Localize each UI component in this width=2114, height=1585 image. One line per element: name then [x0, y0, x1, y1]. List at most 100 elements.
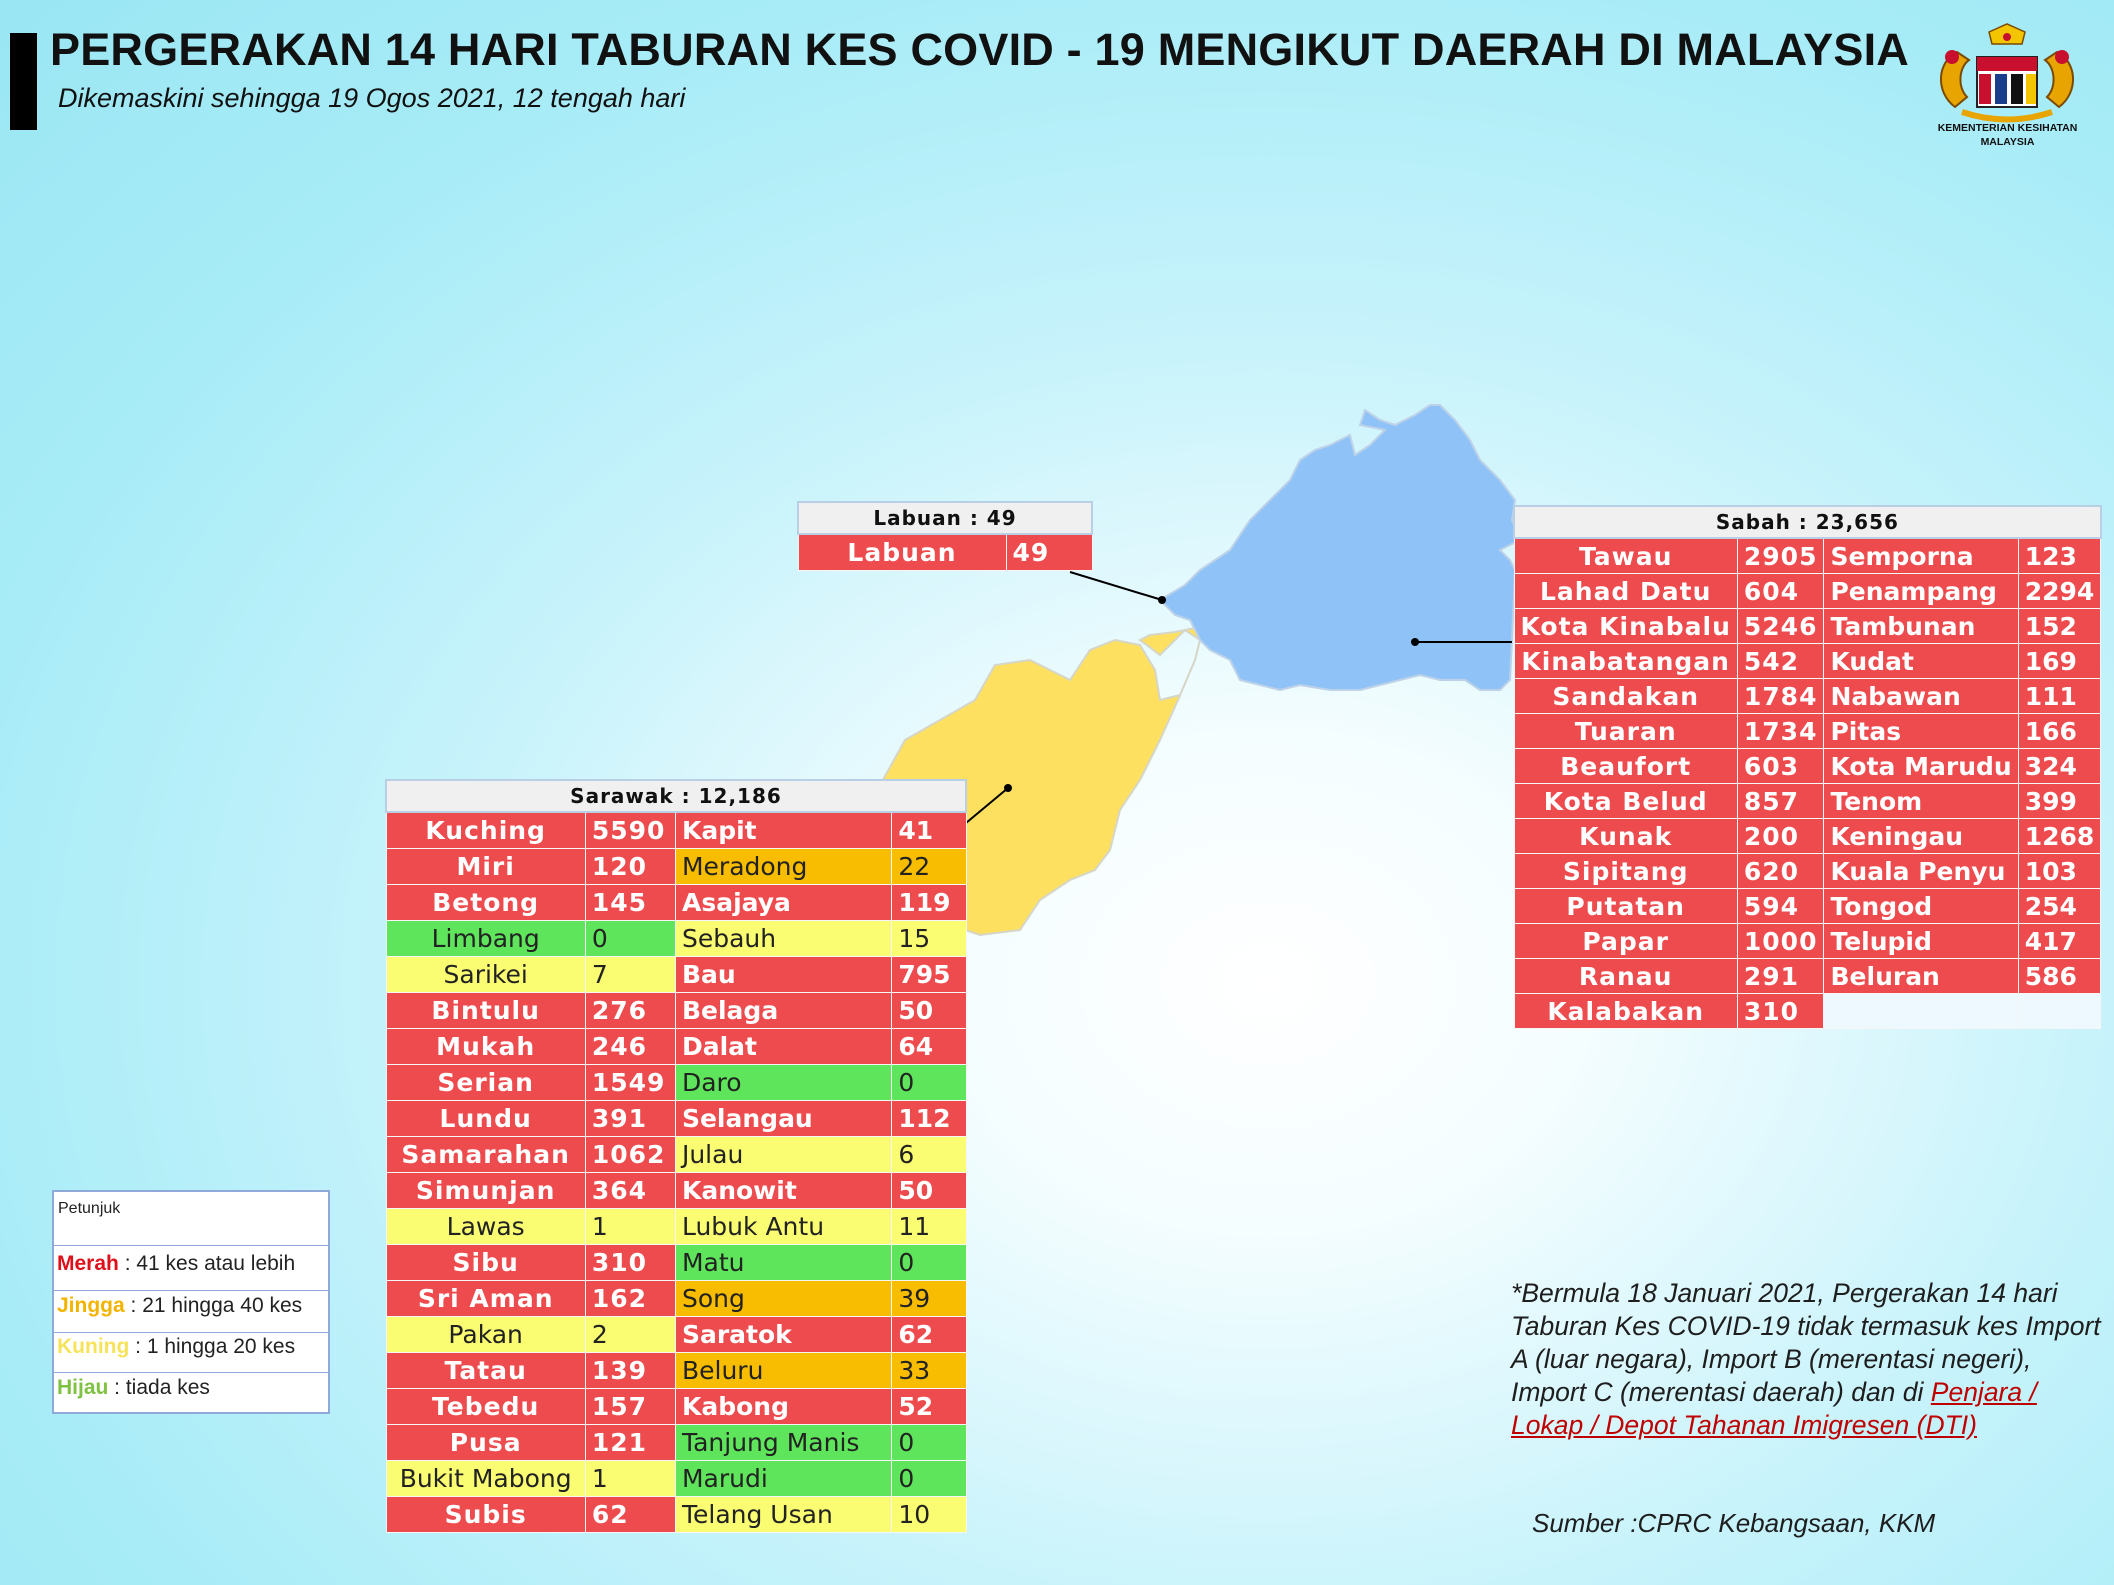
legend-item-orange: Jingga : 21 hingga 40 kes: [57, 1294, 302, 1318]
table-row: Serian 1549 Daro 0: [385, 1064, 967, 1101]
title-accent-bar: [10, 33, 37, 130]
sabah-table: Sabah : 23,656 Tawau 2905 Semporna 123 Lahad …: [1513, 505, 2102, 1029]
district-name: Bintulu: [385, 992, 586, 1029]
district-name: Lahad Datu: [1513, 573, 1738, 609]
legend-divider: [54, 1290, 328, 1291]
district-name: Semporna: [1823, 537, 2019, 574]
district-name: Tawau: [1513, 537, 1738, 574]
district-name: Kapit: [674, 811, 893, 849]
district-case-count: 2905: [1736, 537, 1825, 574]
district-case-count: 1: [584, 1208, 676, 1245]
district-case-count: 49: [1005, 533, 1093, 571]
district-case-count: 542: [1736, 643, 1825, 679]
footnote-link[interactable]: Penjara / Lokap / Depot Tahanan Imigrese…: [1511, 1377, 2037, 1440]
legend-item-red: Merah : 41 kes atau lebih: [57, 1252, 295, 1276]
district-case-count: 254: [2017, 888, 2102, 924]
district-name: Tenom: [1823, 783, 2019, 819]
legend-text: : 41 kes atau lebih: [118, 1252, 296, 1275]
district-case-count: 5246: [1736, 608, 1825, 644]
table-row: Sarikei 7 Bau 795: [385, 956, 967, 993]
district-case-count: 1062: [584, 1136, 676, 1173]
district-case-count: 120: [584, 848, 676, 885]
district-name: Telang Usan: [674, 1496, 893, 1533]
table-row: Tuaran 1734 Pitas 166: [1513, 713, 2102, 749]
table-row: Sandakan 1784 Nabawan 111: [1513, 678, 2102, 714]
district-case-count: 391: [584, 1100, 676, 1137]
district-name: Dalat: [674, 1028, 893, 1065]
sarawak-table: Sarawak : 12,186 Kuching 5590 Kapit 41 Miri 12…: [385, 779, 967, 1533]
legend-key: Kuning: [57, 1335, 130, 1358]
district-name: Asajaya: [674, 884, 893, 921]
district-case-count: 1549: [584, 1064, 676, 1101]
legend-divider: [54, 1372, 328, 1373]
district-name: Sebauh: [674, 920, 893, 957]
district-case-count: 0: [891, 1244, 967, 1281]
coat-of-arms-icon: [1940, 23, 2074, 123]
district-name: Samarahan: [385, 1136, 586, 1173]
district-case-count: 6: [891, 1136, 967, 1173]
district-case-count: 41: [891, 811, 967, 849]
sabah-region[interactable]: [1158, 404, 1522, 692]
district-case-count: 324: [2017, 748, 2102, 784]
table-row: Kinabatangan 542 Kudat 169: [1513, 643, 2102, 679]
district-name: Matu: [674, 1244, 893, 1281]
legend-text: : 1 hingga 20 kes: [129, 1335, 296, 1358]
district-case-count: 7: [584, 956, 676, 993]
table-row: Limbang 0 Sebauh 15: [385, 920, 967, 957]
district-name: Sibu: [385, 1244, 586, 1281]
district-name: Tuaran: [1513, 713, 1738, 749]
district-case-count: 620: [1736, 853, 1825, 889]
district-case-count: 0: [891, 1064, 967, 1101]
district-name: Tebedu: [385, 1388, 586, 1425]
table-row: Labuan 49: [797, 533, 1093, 571]
legend-text: : 21 hingga 40 kes: [124, 1294, 303, 1317]
district-case-count: 162: [584, 1280, 676, 1317]
source-credit: Sumber :CPRC Kebangsaan, KKM: [1532, 1508, 1936, 1538]
district-case-count: 291: [1736, 958, 1825, 994]
district-case-count: 857: [1736, 783, 1825, 819]
district-name: Tatau: [385, 1352, 586, 1389]
district-case-count: 10: [891, 1496, 967, 1533]
district-case-count: 62: [891, 1316, 967, 1353]
logo-text-line-1: KEMENTERIAN KESIHATAN: [1937, 122, 2078, 134]
district-name: Serian: [385, 1064, 586, 1101]
district-name: Kuching: [385, 811, 586, 849]
district-case-count: 64: [891, 1028, 967, 1065]
district-name: Bukit Mabong: [385, 1460, 586, 1497]
table-row: Pusa 121 Tanjung Manis 0: [385, 1424, 967, 1461]
legend-item-yellow: Kuning : 1 hingga 20 kes: [57, 1335, 295, 1359]
district-name: Tongod: [1823, 888, 2019, 924]
district-case-count: 417: [2017, 923, 2102, 959]
legend-divider: [54, 1245, 328, 1246]
district-case-count: 33: [891, 1352, 967, 1389]
district-case-count: 111: [2017, 678, 2102, 714]
district-name: Kuala Penyu: [1823, 853, 2019, 889]
table-row: Subis 62 Telang Usan 10: [385, 1496, 967, 1533]
table-row: Tatau 139 Beluru 33: [385, 1352, 967, 1389]
table-row: Betong 145 Asajaya 119: [385, 884, 967, 921]
district-name: Song: [674, 1280, 893, 1317]
table-row: Sipitang 620 Kuala Penyu 103: [1513, 853, 2102, 889]
district-name: Kunak: [1513, 818, 1738, 854]
district-name: Telupid: [1823, 923, 2019, 959]
district-case-count: 50: [891, 1172, 967, 1209]
table-row: Sibu 310 Matu 0: [385, 1244, 967, 1281]
district-case-count: 603: [1736, 748, 1825, 784]
legend-key: Hijau: [57, 1376, 109, 1399]
logo-text-line-2: MALAYSIA: [1980, 136, 2035, 148]
district-case-count: 586: [2017, 958, 2102, 994]
district-name: Daro: [674, 1064, 893, 1101]
district-case-count: 152: [2017, 608, 2102, 644]
district-case-count: 200: [1736, 818, 1825, 854]
district-name: Labuan: [797, 533, 1007, 571]
district-case-count: 1734: [1736, 713, 1825, 749]
footnote-text: *Bermula 18 Januari 2021, Pergerakan 14 …: [1511, 1278, 2101, 1407]
district-name: Beluru: [674, 1352, 893, 1389]
labuan-leader-line: [1069, 571, 1163, 601]
legend-key: Jingga: [57, 1294, 125, 1317]
district-name: Kalabakan: [1513, 993, 1738, 1029]
table-row: Lundu 391 Selangau 112: [385, 1100, 967, 1137]
district-case-count: 2: [584, 1316, 676, 1353]
district-name: Lundu: [385, 1100, 586, 1137]
district-name: Miri: [385, 848, 586, 885]
